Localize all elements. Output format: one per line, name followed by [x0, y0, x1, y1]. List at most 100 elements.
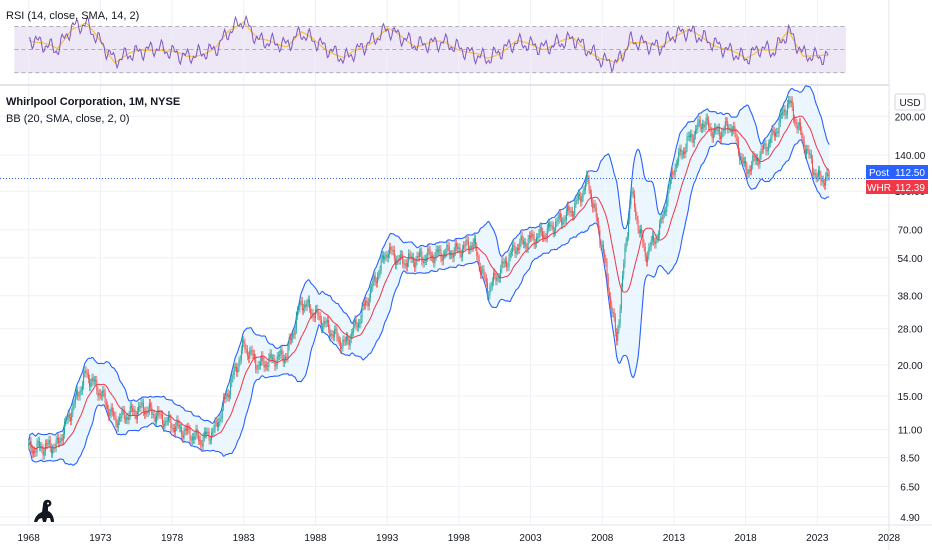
- candle-body: [263, 361, 265, 368]
- price-tick-label: 20.00: [897, 361, 922, 372]
- candle-body: [536, 237, 538, 244]
- candle-body: [642, 234, 644, 244]
- candle-body: [282, 355, 284, 363]
- candle-body: [258, 364, 260, 366]
- candle-body: [796, 123, 798, 130]
- candle-body: [212, 431, 214, 433]
- candle-body: [492, 272, 494, 282]
- candle-body: [822, 179, 824, 184]
- candle-body: [465, 240, 467, 246]
- candle-body: [162, 414, 164, 424]
- candle-body: [224, 397, 226, 399]
- symbol-title[interactable]: Whirlpool Corporation, 1M, NYSE: [6, 96, 180, 108]
- candle-body: [97, 390, 99, 397]
- candle-body: [115, 416, 117, 424]
- candle-body: [619, 308, 621, 324]
- candle-body: [460, 254, 462, 258]
- candle-body: [483, 269, 485, 277]
- candle-body: [395, 258, 397, 265]
- candle-body: [379, 269, 381, 275]
- candle-body: [294, 329, 296, 335]
- tradingview-dino-icon[interactable]: [30, 496, 58, 524]
- candle-body: [287, 346, 289, 359]
- candle-body: [409, 253, 411, 256]
- candle-body: [497, 277, 499, 279]
- candle-body: [206, 431, 208, 435]
- candle-body: [679, 148, 681, 152]
- candle-body: [341, 347, 343, 349]
- candle-body: [383, 255, 385, 260]
- candle-body: [332, 335, 334, 337]
- candle-body: [763, 144, 765, 150]
- candle-body: [708, 120, 710, 128]
- candle-body: [582, 190, 584, 198]
- candle-body: [584, 181, 586, 190]
- candle-body: [74, 395, 76, 404]
- candle-body: [720, 135, 722, 139]
- candle-body: [515, 250, 517, 254]
- candle-body: [328, 320, 330, 329]
- candle-body: [607, 277, 609, 292]
- candle-body: [154, 417, 156, 423]
- candle-body: [251, 349, 253, 355]
- time-axis[interactable]: 1968 1973 1978 1983 1988 1993 1998 2003 2008 2013…: [0, 524, 932, 544]
- candle-body: [797, 126, 799, 130]
- candle-body: [795, 121, 797, 124]
- candle-body: [362, 303, 364, 307]
- candle-body: [520, 235, 522, 243]
- price-axis-background: [889, 0, 932, 550]
- candle-body: [213, 428, 215, 432]
- candle-body: [675, 163, 677, 168]
- candle-body: [771, 129, 773, 139]
- candle-body: [809, 153, 811, 155]
- last-badge-label: WHR: [867, 183, 891, 194]
- candle-body: [630, 192, 632, 205]
- candle-body: [759, 155, 761, 165]
- candle-body: [602, 244, 604, 254]
- candle-body: [274, 358, 276, 367]
- candle-body: [215, 421, 217, 423]
- price-tick-label: 54.00: [897, 254, 922, 265]
- time-tick-label: 2018: [734, 533, 757, 544]
- candle-body: [559, 213, 561, 218]
- candle-body: [508, 256, 510, 267]
- candle-body: [281, 349, 283, 356]
- candle-body: [659, 223, 661, 235]
- candle-body: [721, 132, 723, 139]
- price-axis[interactable]: USD 4.90 6.50 8.50 11.00 15.00 20.00 28.00 38.0…: [888, 0, 932, 550]
- candle-body: [306, 302, 308, 307]
- candle-body: [649, 246, 651, 248]
- candle-body: [183, 431, 185, 439]
- last-badge-label-bg: [866, 180, 892, 194]
- candle-body: [734, 125, 736, 133]
- candle-body: [80, 390, 82, 392]
- candle-body: [604, 253, 606, 259]
- candle-body: [427, 248, 429, 258]
- candle-body: [727, 121, 729, 130]
- candle-body: [396, 260, 398, 265]
- candle-body: [601, 244, 603, 247]
- candle-body: [166, 421, 168, 422]
- candle-body: [617, 329, 619, 342]
- bb-title[interactable]: BB (20, SMA, close, 2, 0): [6, 113, 130, 125]
- candle-body: [776, 132, 778, 133]
- dino-shape: [34, 499, 54, 522]
- candle-body: [142, 402, 144, 412]
- candle-body: [308, 299, 310, 309]
- candle-body: [696, 129, 698, 130]
- candle-body: [113, 412, 115, 416]
- candle-body: [512, 244, 514, 252]
- price-pane[interactable]: Whirlpool Corporation, 1M, NYSE BB (20, …: [0, 85, 890, 525]
- candle-body: [353, 324, 355, 333]
- candle-body: [338, 339, 340, 342]
- candle-body: [264, 364, 266, 368]
- candle-body: [812, 159, 814, 172]
- candle-body: [384, 256, 386, 260]
- bollinger-fill: [28, 85, 830, 466]
- currency-box[interactable]: [894, 93, 926, 111]
- candle-body: [821, 179, 823, 182]
- candle-body: [343, 339, 345, 342]
- candle-body: [761, 148, 763, 150]
- candle-body: [56, 437, 58, 440]
- candle-body: [222, 397, 224, 407]
